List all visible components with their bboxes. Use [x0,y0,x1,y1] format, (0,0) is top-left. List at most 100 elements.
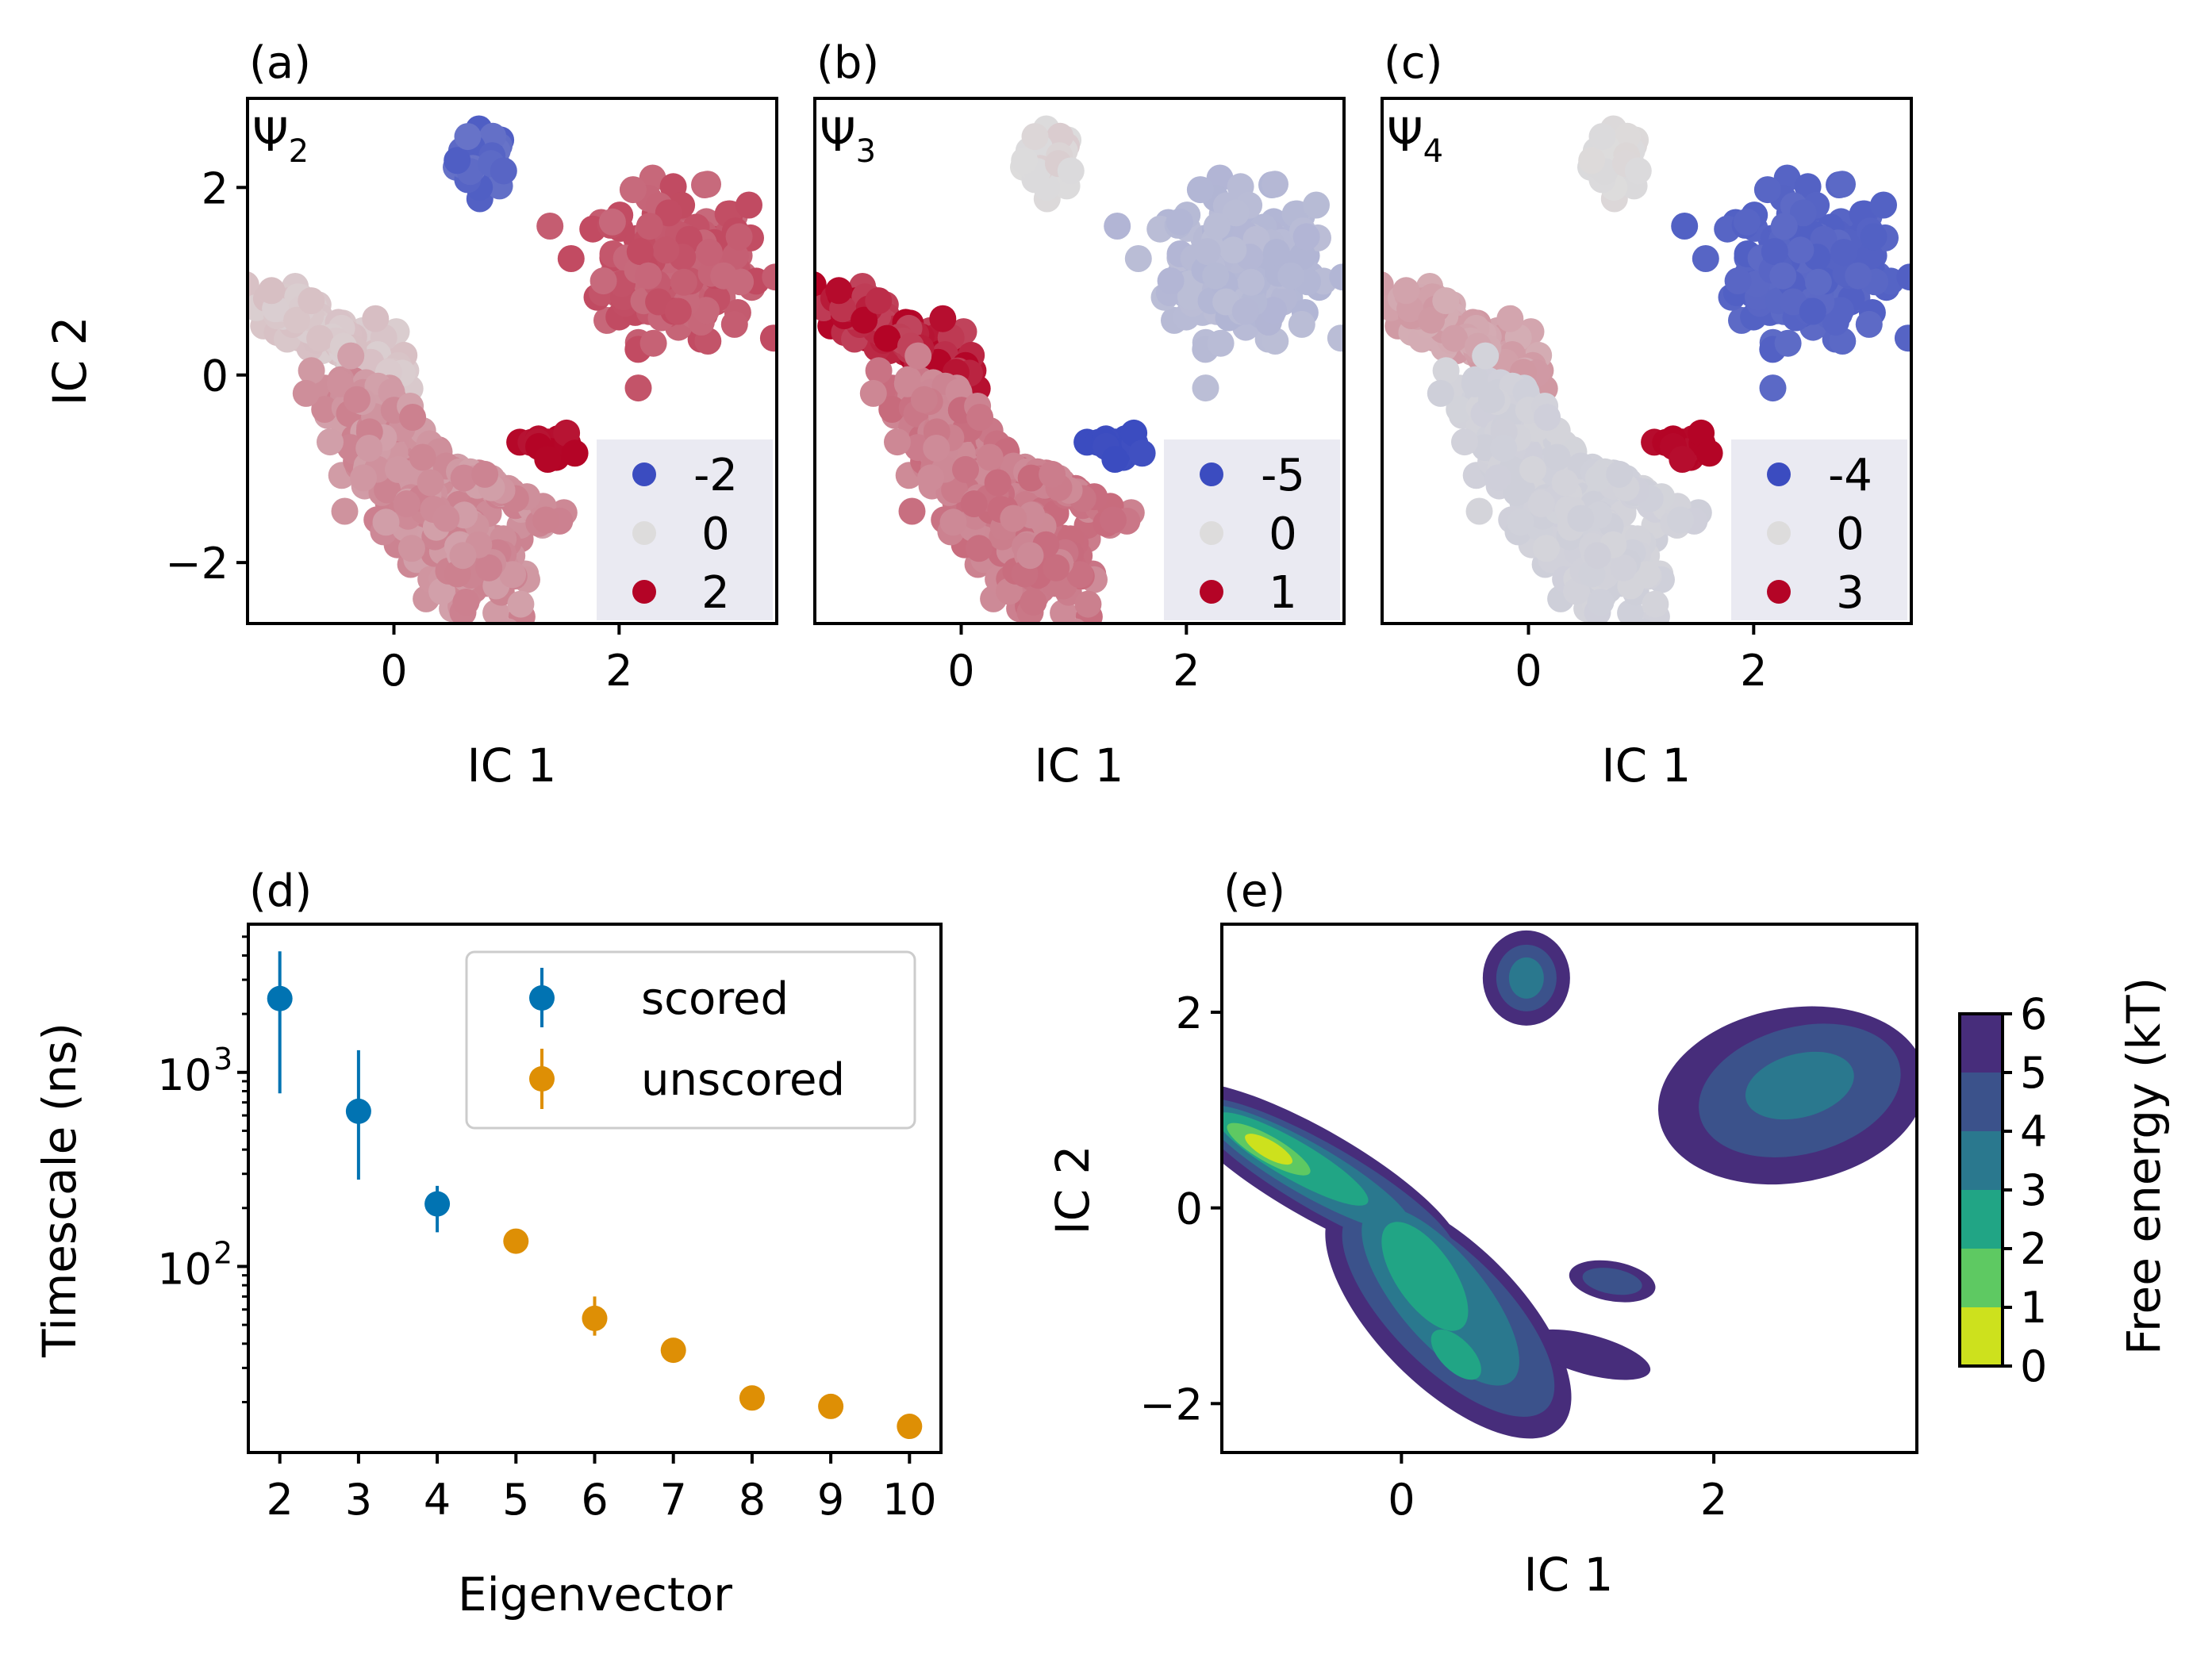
scatter-point [1507,508,1534,536]
colorbar-segment [1960,1190,2003,1249]
scatter-point [1733,208,1761,236]
scatter-point [1774,329,1802,357]
scatter-point [923,435,950,462]
panel-d-points [267,951,923,1440]
scatter-point [1477,386,1505,413]
scatter-point [695,239,723,267]
scatter-point [337,342,365,370]
scatter-point [1327,324,1344,352]
legend-label: 3 [1836,567,1864,619]
scatter-point [409,443,436,471]
contour-region [1431,1330,1481,1380]
panel-c-frame [1381,97,1913,625]
scatter-point [1277,262,1305,290]
timescale-point [345,1098,371,1124]
y-tick-label: 10 [157,1244,212,1294]
scatter-point [1759,374,1787,402]
colorbar-tick-label: 0 [2020,1341,2047,1391]
scatter-point [652,236,680,264]
scatter-point [1441,324,1469,352]
contour-region [1508,957,1544,999]
scatter-point [851,306,878,334]
y-tick-label: 0 [202,351,228,401]
scatter-point [507,590,535,618]
x-tick-label: 8 [739,1475,766,1525]
x-tick-label: 2 [1173,646,1200,696]
panel-e-ylabel: IC 2 [1046,1146,1100,1235]
scatter-point [355,435,383,462]
scatter-point [1578,147,1606,175]
legend-label: 0 [1269,508,1297,560]
scatter-point [1692,245,1719,272]
y-tick-label: −2 [1139,1380,1203,1430]
scatter-point [966,404,994,431]
scatter-point [1787,236,1815,264]
scatter-point [1427,379,1454,407]
scatter-point [1100,506,1127,534]
contour-region [1381,1222,1469,1331]
panel-a-yticks: −2 0 2 [165,163,248,589]
y-tick-label: −2 [165,539,228,589]
scatter-point [1186,176,1214,204]
scatter-point [1624,157,1652,185]
legend-label: -5 [1261,450,1305,501]
scatter-point [283,306,311,334]
colorbar-segment [1960,1014,2003,1073]
panel-a-points [248,115,777,624]
scatter-point [1120,419,1148,447]
scatter-point [619,176,647,204]
panel-a-inner-label: Ψ2 [252,108,309,170]
scatter-point [1508,476,1536,504]
colorbar-segment [1960,1249,2003,1307]
timescale-point [660,1337,686,1364]
scatter-point [1066,561,1094,589]
scatter-point [1532,535,1560,562]
scatter-point [965,535,993,562]
scatter-point [1642,590,1669,618]
y-tick-exponent: 2 [213,1235,232,1270]
scatter-point [874,324,901,352]
scatter-point [1769,262,1797,290]
legend-unscored-label: unscored [641,1054,845,1106]
x-tick-label: 7 [660,1475,687,1525]
scatter-point [1688,419,1715,447]
scatter-point [1262,171,1288,198]
scatter-point [534,446,562,473]
scatter-point [399,404,427,431]
scatter-point [454,123,482,151]
timescale-point [267,985,293,1011]
scatter-point [598,208,626,236]
panel-b-xlabel: IC 1 [1035,739,1124,792]
scatter-point [1021,123,1049,151]
scatter-point [941,476,969,504]
scatter-point [374,476,401,504]
colorbar-segment [1960,1307,2003,1366]
scatter-point [735,191,762,219]
panel-a-label: (a) [249,37,311,89]
scatter-point [1534,404,1561,431]
scatter-point [1588,123,1616,151]
legend-marker [1200,521,1223,545]
colorbar-tick-label: 3 [2020,1165,2047,1215]
scatter-point [1000,505,1027,532]
panel-c-legend: -4 0 3 [1731,439,1907,620]
legend-label: -2 [693,450,738,501]
scatter-point [532,506,559,534]
contour-region [1527,1329,1651,1380]
panel-a-xlabel: IC 1 [467,739,557,792]
scatter-point [1020,589,1047,616]
scatter-point [490,157,517,185]
scatter-point [1860,223,1887,251]
scatter-point [1432,287,1460,315]
panel-d-xlabel: Eigenvector [458,1568,732,1621]
panel-a-ylabel: IC 2 [43,317,97,406]
legend-scored-marker [529,985,555,1011]
scatter-point [452,589,480,616]
panel-e-label: (e) [1223,865,1285,917]
scatter-point [1543,443,1571,471]
scatter-point [664,297,692,325]
scatter-point [258,277,286,305]
